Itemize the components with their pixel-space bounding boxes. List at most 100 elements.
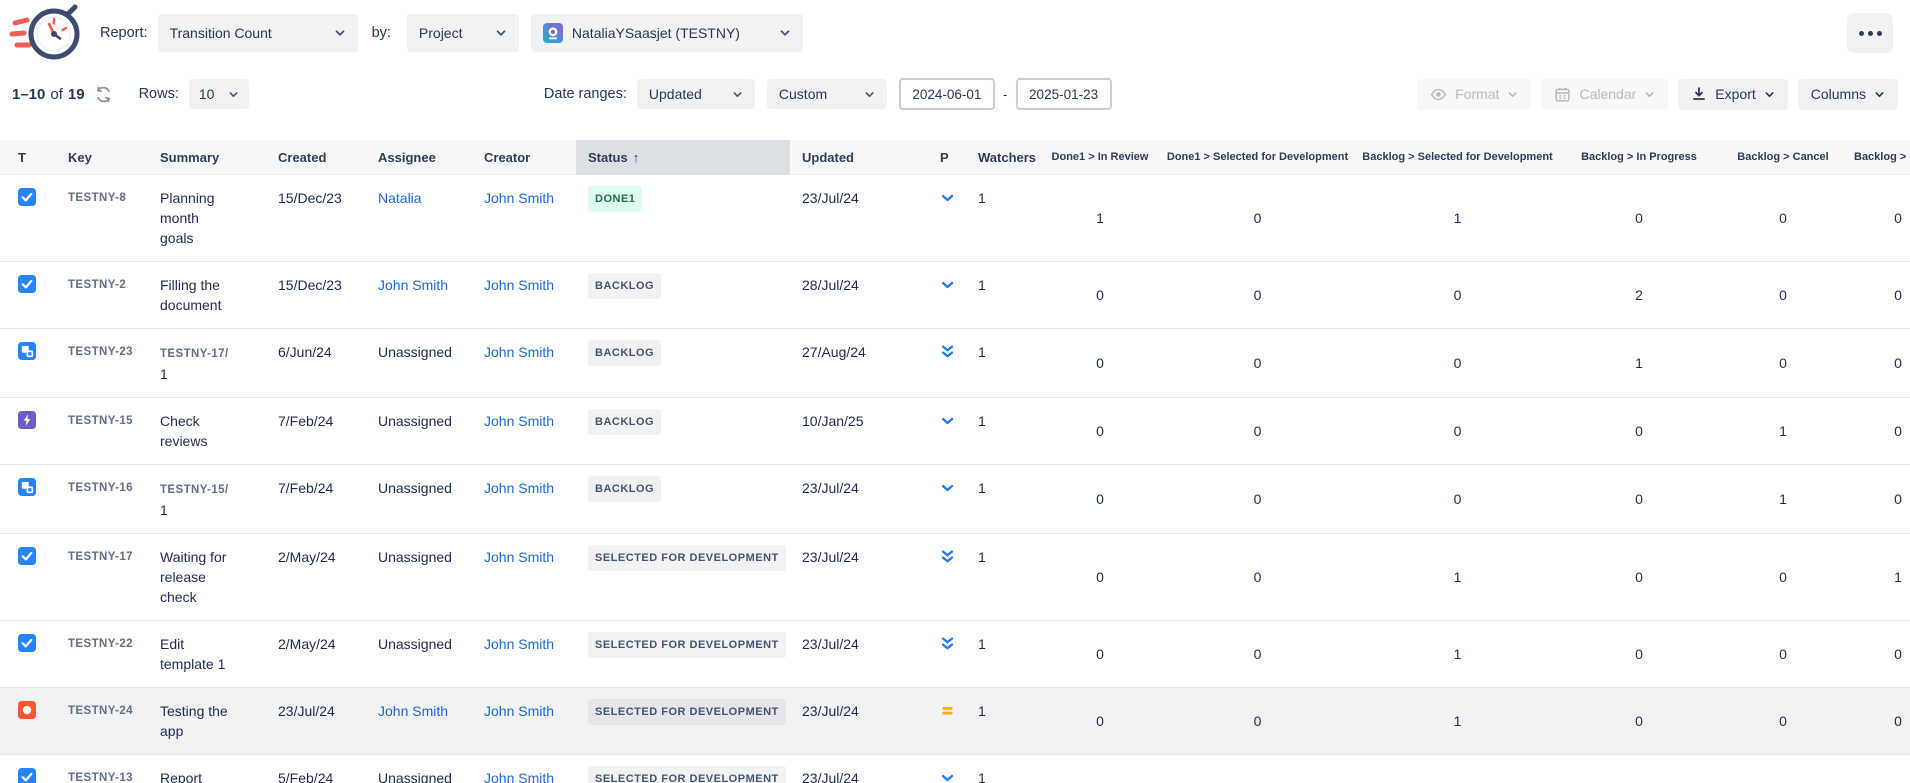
updated-date: 28/Jul/24 — [790, 262, 930, 308]
issue-key[interactable]: TESTNY-17 — [56, 534, 148, 580]
column-header-created[interactable]: Created — [266, 150, 366, 165]
summary-text: Report overview2024 — [160, 770, 246, 783]
creator-link[interactable]: John Smith — [484, 413, 554, 429]
table-row[interactable]: TESTNY-23 TESTNY-17/ 1 6/Jun/24 Unassign… — [0, 329, 1910, 398]
issue-summary[interactable]: Report overview2024 — [148, 755, 266, 783]
chevron-down-icon — [732, 89, 743, 100]
issue-key[interactable]: TESTNY-22 — [56, 621, 148, 667]
column-header-backlog-cancel[interactable]: Backlog > Cancel — [1718, 151, 1848, 163]
app-logo-stopwatch-icon — [8, 2, 86, 64]
table-row[interactable]: TESTNY-24 Testing the app 23/Jul/24 John… — [0, 688, 1910, 755]
issue-summary[interactable]: Filling the document — [148, 262, 266, 328]
priority-low-icon — [940, 770, 955, 783]
table-row[interactable]: TESTNY-13 Report overview2024 5/Feb/24 U… — [0, 755, 1910, 783]
table-row[interactable]: TESTNY-15 Check reviews 7/Feb/24 Unassig… — [0, 398, 1910, 465]
creator-link[interactable]: John Smith — [484, 703, 554, 719]
issue-type-cell — [0, 621, 56, 652]
issue-summary[interactable]: TESTNY-17/ 1 — [148, 329, 266, 397]
priority-lowest-icon — [940, 549, 955, 565]
column-header-done1-selected-for-development[interactable]: Done1 > Selected for Development — [1160, 151, 1355, 163]
creator-link[interactable]: John Smith — [484, 770, 554, 783]
format-button[interactable]: Format — [1417, 79, 1531, 110]
transition-count-cell: 0 — [1560, 712, 1718, 730]
creator-link[interactable]: John Smith — [484, 480, 554, 496]
assignee-link[interactable]: John Smith — [378, 703, 448, 719]
top-bar: Report: Transition Count by: Project Nat… — [0, 0, 1910, 66]
issue-summary[interactable]: Edit template 1 — [148, 621, 266, 687]
column-header-summary[interactable]: Summary — [148, 150, 266, 165]
date-from-input[interactable] — [899, 78, 995, 110]
export-label: Export — [1715, 86, 1755, 102]
date-field-select[interactable]: Updated — [637, 79, 755, 109]
transition-count-cell: 0 — [1040, 712, 1160, 730]
transition-count-cell: 1 — [1355, 645, 1560, 663]
group-by-select[interactable]: Project — [407, 14, 519, 52]
refresh-icon[interactable] — [94, 85, 113, 104]
date-mode-select[interactable]: Custom — [767, 79, 887, 109]
transition-count-cell: 0 — [1355, 422, 1560, 440]
table-row[interactable]: TESTNY-8 Planning month goals 15/Dec/23 … — [0, 175, 1910, 262]
issue-key[interactable]: TESTNY-16 — [56, 465, 148, 511]
column-header-done1-in-review[interactable]: Done1 > In Review — [1040, 151, 1160, 163]
column-header-priority[interactable]: P — [930, 150, 960, 165]
issue-summary[interactable]: TESTNY-15/ 1 — [148, 465, 266, 533]
column-header-status-sorted[interactable]: Status ↑ — [576, 140, 790, 175]
issue-key[interactable]: TESTNY-24 — [56, 688, 148, 734]
issue-summary[interactable]: Check reviews — [148, 398, 266, 464]
transition-count-cell: 0 — [1560, 209, 1718, 227]
issue-key[interactable]: TESTNY-15 — [56, 398, 148, 444]
transition-count-cell: 0 — [1718, 568, 1848, 586]
by-label: by: — [372, 25, 391, 41]
columns-button[interactable]: Columns — [1798, 79, 1898, 110]
creator-link[interactable]: John Smith — [484, 549, 554, 565]
issue-key[interactable]: TESTNY-2 — [56, 262, 148, 308]
calendar-button[interactable]: Calendar — [1541, 79, 1668, 110]
column-header-assignee[interactable]: Assignee — [366, 150, 472, 165]
updated-date: 23/Jul/24 — [790, 465, 930, 511]
export-button[interactable]: Export — [1678, 79, 1787, 110]
issue-summary[interactable]: Planning month goals — [148, 175, 266, 261]
column-header-backlog-in-progress[interactable]: Backlog > In Progress — [1560, 151, 1718, 163]
column-header-watchers[interactable]: Watchers — [960, 150, 1040, 165]
watchers-count: 1 — [960, 262, 1040, 308]
column-header-type[interactable]: T — [0, 150, 56, 165]
assignee-link[interactable]: Natalia — [378, 190, 422, 206]
column-header-key[interactable]: Key — [56, 150, 148, 165]
date-field-value: Updated — [649, 86, 702, 102]
more-options-button[interactable] — [1847, 13, 1893, 53]
project-select[interactable]: NataliaYSaasjet (TESTNY) — [531, 14, 803, 52]
column-header-updated[interactable]: Updated — [790, 150, 930, 165]
watchers-count: 1 — [960, 465, 1040, 511]
updated-date: 23/Jul/24 — [790, 755, 930, 783]
sort-ascending-arrow-icon: ↑ — [633, 150, 640, 165]
creator-link[interactable]: John Smith — [484, 277, 554, 293]
summary-text: Edit template 1 — [160, 636, 225, 672]
report-type-select[interactable]: Transition Count — [158, 14, 358, 52]
date-to-input[interactable] — [1016, 78, 1112, 110]
column-header-backlog-truncated[interactable]: Backlog > C — [1848, 151, 1910, 163]
priority-cell — [930, 621, 960, 652]
table-row[interactable]: TESTNY-2 Filling the document 15/Dec/23 … — [0, 262, 1910, 329]
transition-count-cell: 0 — [1560, 779, 1718, 783]
created-date: 5/Feb/24 — [266, 755, 366, 783]
assignee-link[interactable]: John Smith — [378, 277, 448, 293]
table-row[interactable]: TESTNY-22 Edit template 1 2/May/24 Unass… — [0, 621, 1910, 688]
priority-cell — [930, 329, 960, 360]
issue-summary[interactable]: Testing the app — [148, 688, 266, 754]
issue-type-cell — [0, 398, 56, 429]
issue-key[interactable]: TESTNY-13 — [56, 755, 148, 783]
creator-link[interactable]: John Smith — [484, 636, 554, 652]
issue-summary[interactable]: Waiting for release check — [148, 534, 266, 620]
table-row[interactable]: TESTNY-17 Waiting for release check 2/Ma… — [0, 534, 1910, 621]
project-avatar — [543, 23, 563, 43]
table-row[interactable]: TESTNY-16 TESTNY-15/ 1 7/Feb/24 Unassign… — [0, 465, 1910, 534]
summary-parent-key: TESTNY-17/ — [160, 348, 229, 360]
column-header-backlog-selected-for-development[interactable]: Backlog > Selected for Development — [1355, 151, 1560, 163]
column-header-creator[interactable]: Creator — [472, 150, 576, 165]
creator-link[interactable]: John Smith — [484, 344, 554, 360]
issue-key[interactable]: TESTNY-8 — [56, 175, 148, 221]
created-date: 2/May/24 — [266, 621, 366, 667]
issue-key[interactable]: TESTNY-23 — [56, 329, 148, 375]
creator-link[interactable]: John Smith — [484, 190, 554, 206]
rows-per-page-select[interactable]: 10 — [189, 79, 249, 109]
